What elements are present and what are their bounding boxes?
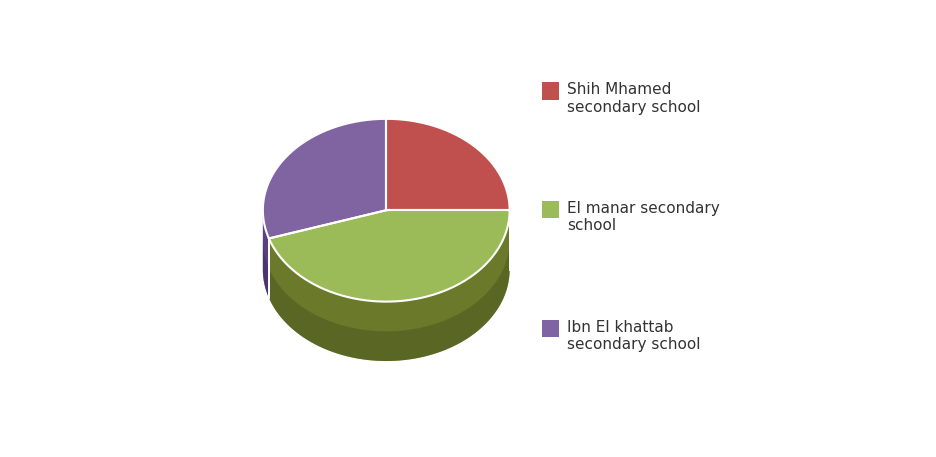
Polygon shape: [269, 212, 509, 361]
Bar: [541, 320, 559, 337]
Polygon shape: [269, 210, 509, 302]
Polygon shape: [269, 241, 509, 361]
Polygon shape: [386, 119, 509, 210]
Text: El manar secondary
school: El manar secondary school: [566, 201, 719, 234]
Polygon shape: [263, 119, 386, 239]
Polygon shape: [263, 240, 269, 298]
Polygon shape: [263, 210, 269, 298]
Bar: [541, 82, 559, 100]
Text: Ibn El khattab
secondary school: Ibn El khattab secondary school: [566, 320, 700, 352]
Text: Shih Mhamed
secondary school: Shih Mhamed secondary school: [566, 82, 700, 115]
Bar: [541, 201, 559, 218]
